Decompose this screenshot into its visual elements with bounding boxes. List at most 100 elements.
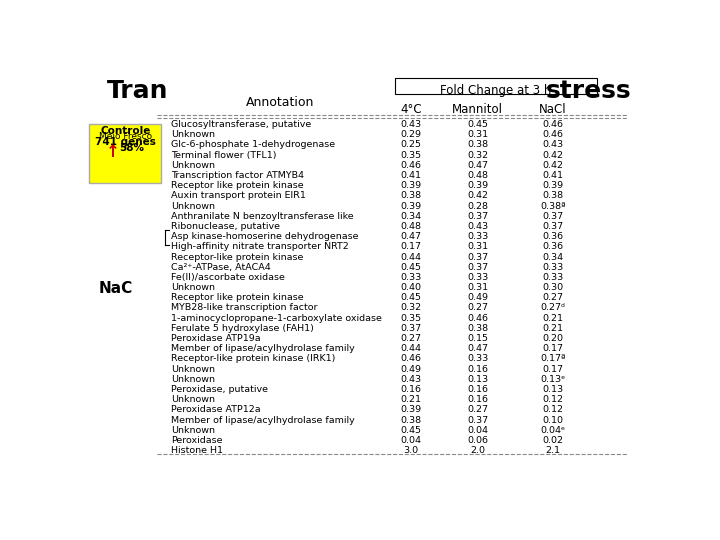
Text: 0.16: 0.16 xyxy=(467,395,488,404)
Text: 0.04ᵉ: 0.04ᵉ xyxy=(541,426,566,435)
Text: 0.34: 0.34 xyxy=(543,253,564,261)
Text: 0.13ᵉ: 0.13ᵉ xyxy=(541,375,566,384)
Text: Unknown: Unknown xyxy=(171,283,215,292)
Text: Annotation: Annotation xyxy=(246,96,314,109)
Text: 0.16: 0.16 xyxy=(467,364,488,374)
Text: Peroxidase ATP19a: Peroxidase ATP19a xyxy=(171,334,261,343)
Text: 0.37: 0.37 xyxy=(467,253,488,261)
Text: MYB28-like transcription factor: MYB28-like transcription factor xyxy=(171,303,318,313)
Text: 0.21: 0.21 xyxy=(543,324,564,333)
Text: 0.04: 0.04 xyxy=(400,436,421,445)
Text: 0.12: 0.12 xyxy=(543,395,564,404)
Text: 0.15: 0.15 xyxy=(467,334,488,343)
Text: 0.47: 0.47 xyxy=(467,161,488,170)
Text: 0.31: 0.31 xyxy=(467,283,488,292)
Text: 0.27: 0.27 xyxy=(467,303,488,313)
Text: Unknown: Unknown xyxy=(171,130,215,139)
Text: 0.39: 0.39 xyxy=(400,406,421,414)
Text: 0.45: 0.45 xyxy=(400,293,421,302)
Text: Controle: Controle xyxy=(100,126,150,136)
Text: 2.0: 2.0 xyxy=(470,446,485,455)
Text: 0.33: 0.33 xyxy=(467,273,488,282)
Text: Fold Change at 3 h: Fold Change at 3 h xyxy=(440,84,552,97)
Text: 0.44: 0.44 xyxy=(400,344,421,353)
Text: 0.35: 0.35 xyxy=(400,151,421,160)
Text: 0.44: 0.44 xyxy=(400,253,421,261)
Text: 3.0: 3.0 xyxy=(403,446,418,455)
Text: Ferulate 5 hydroxylase (FAH1): Ferulate 5 hydroxylase (FAH1) xyxy=(171,324,314,333)
Text: 0.46: 0.46 xyxy=(543,130,564,139)
Text: Unknown: Unknown xyxy=(171,395,215,404)
Text: 0.17: 0.17 xyxy=(543,364,564,374)
Text: Mannitol: Mannitol xyxy=(452,104,503,117)
Text: 0.33: 0.33 xyxy=(542,273,564,282)
Text: 0.45: 0.45 xyxy=(400,426,421,435)
Text: 1-aminocyclopropane-1-carboxylate oxidase: 1-aminocyclopropane-1-carboxylate oxidas… xyxy=(171,314,382,323)
Text: 0.47: 0.47 xyxy=(400,232,421,241)
Text: Anthranilate N benzoyltransferase like: Anthranilate N benzoyltransferase like xyxy=(171,212,354,221)
Text: 0.41: 0.41 xyxy=(400,171,421,180)
Text: 0.13: 0.13 xyxy=(543,385,564,394)
Text: 0.16: 0.16 xyxy=(467,385,488,394)
Text: 0.38: 0.38 xyxy=(543,191,564,200)
Text: Fe(II)/ascorbate oxidase: Fe(II)/ascorbate oxidase xyxy=(171,273,285,282)
Text: Asp kinase-homoserine dehydrogenase: Asp kinase-homoserine dehydrogenase xyxy=(171,232,359,241)
Text: 0.12: 0.12 xyxy=(543,406,564,414)
Text: Glucosyltransferase, putative: Glucosyltransferase, putative xyxy=(171,120,311,129)
Text: stress: stress xyxy=(546,79,631,103)
Text: 0.32: 0.32 xyxy=(467,151,488,160)
Text: 0.38: 0.38 xyxy=(467,324,488,333)
Text: 0.39: 0.39 xyxy=(400,201,421,211)
Text: 0.10: 0.10 xyxy=(543,415,564,424)
Text: NaC: NaC xyxy=(99,281,132,296)
Text: 0.30: 0.30 xyxy=(543,283,564,292)
Text: 0.27: 0.27 xyxy=(543,293,564,302)
Text: 0.17ª: 0.17ª xyxy=(541,354,566,363)
Text: 0.41: 0.41 xyxy=(543,171,564,180)
Text: 0.43: 0.43 xyxy=(543,140,564,150)
Text: 0.47: 0.47 xyxy=(467,344,488,353)
Text: 0.21: 0.21 xyxy=(400,395,421,404)
Text: Receptor like protein kinase: Receptor like protein kinase xyxy=(171,181,304,190)
Text: 0.38: 0.38 xyxy=(400,415,421,424)
Text: 0.37: 0.37 xyxy=(400,324,421,333)
Text: 0.48: 0.48 xyxy=(467,171,488,180)
Text: 0.39: 0.39 xyxy=(543,181,564,190)
Text: 0.33: 0.33 xyxy=(467,232,488,241)
Text: 0.45: 0.45 xyxy=(467,120,488,129)
Text: 0.38ª: 0.38ª xyxy=(540,201,566,211)
Text: 0.16: 0.16 xyxy=(400,385,421,394)
Text: 0.33: 0.33 xyxy=(542,263,564,272)
Text: 0.43: 0.43 xyxy=(400,375,421,384)
Text: 0.37: 0.37 xyxy=(467,415,488,424)
Text: 0.43: 0.43 xyxy=(467,222,488,231)
Text: 0.29: 0.29 xyxy=(400,130,421,139)
Text: High-affinity nitrate transporter NRT2: High-affinity nitrate transporter NRT2 xyxy=(171,242,348,251)
Text: NaCl: NaCl xyxy=(539,104,567,117)
Text: 0.27: 0.27 xyxy=(400,334,421,343)
Text: Member of lipase/acylhydrolase family: Member of lipase/acylhydrolase family xyxy=(171,344,355,353)
Text: 0.37: 0.37 xyxy=(543,222,564,231)
Text: Transcription factor ATMYB4: Transcription factor ATMYB4 xyxy=(171,171,304,180)
Text: Receptor-like protein kinase (IRK1): Receptor-like protein kinase (IRK1) xyxy=(171,354,336,363)
Text: 0.42: 0.42 xyxy=(543,161,564,170)
Text: 0.32: 0.32 xyxy=(400,303,421,313)
Text: 0.37: 0.37 xyxy=(467,263,488,272)
Text: 0.06: 0.06 xyxy=(467,436,488,445)
Text: 0.39: 0.39 xyxy=(400,181,421,190)
Text: 0.37: 0.37 xyxy=(543,212,564,221)
Text: 0.46: 0.46 xyxy=(467,314,488,323)
Text: 0.43: 0.43 xyxy=(400,120,421,129)
Text: 0.37: 0.37 xyxy=(467,212,488,221)
Text: 0.33: 0.33 xyxy=(467,354,488,363)
Text: Ca²⁺-ATPase, AtACA4: Ca²⁺-ATPase, AtACA4 xyxy=(171,263,271,272)
Text: 0.34: 0.34 xyxy=(400,212,421,221)
Text: 0.36: 0.36 xyxy=(543,242,564,251)
Text: 0.27ᵈ: 0.27ᵈ xyxy=(541,303,566,313)
Text: 0.36: 0.36 xyxy=(543,232,564,241)
Text: Histone H1: Histone H1 xyxy=(171,446,223,455)
Text: 0.31: 0.31 xyxy=(467,130,488,139)
Text: 0.04: 0.04 xyxy=(467,426,488,435)
Text: 741 genes: 741 genes xyxy=(95,137,156,147)
Text: 0.40: 0.40 xyxy=(400,283,421,292)
